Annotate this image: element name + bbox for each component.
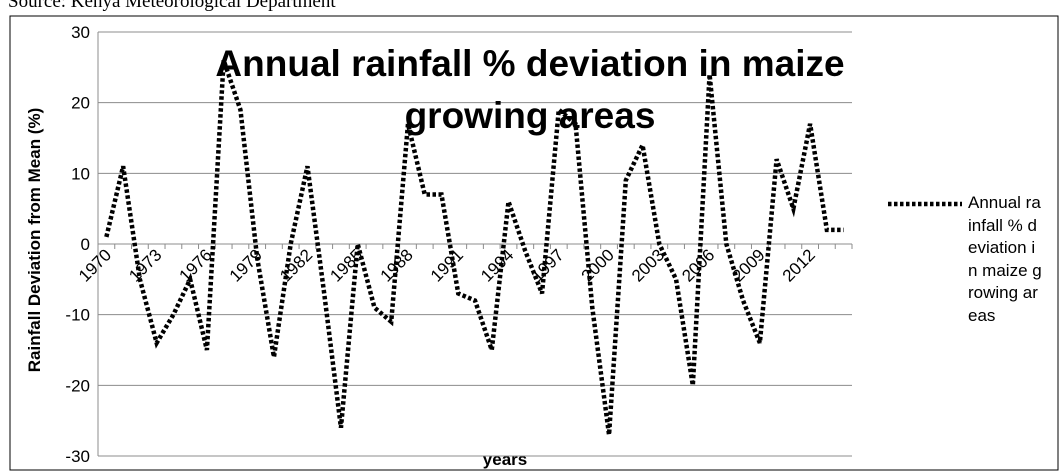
x-axis-title: years — [483, 450, 527, 469]
y-tick-label: -30 — [65, 447, 90, 466]
x-tick-label: 2012 — [779, 245, 819, 285]
y-tick-label: 0 — [81, 235, 90, 254]
legend-label: Annual rainfall % deviation in maize gro… — [968, 193, 1042, 325]
chart-title: Annual rainfall % deviation in maize gro… — [215, 43, 845, 136]
x-tick-label: 1991 — [427, 245, 467, 285]
y-axis-title: Rainfall Deviation from Mean (%) — [25, 108, 44, 372]
data-line — [104, 59, 844, 436]
y-tick-label: 30 — [71, 23, 90, 42]
y-tick-label: -10 — [65, 306, 90, 325]
y-tick-label: -20 — [65, 376, 90, 395]
y-tick-label: 10 — [71, 164, 90, 183]
x-tick-label: 2003 — [628, 245, 668, 285]
x-tick-label: 2000 — [578, 245, 618, 285]
x-tick-label: 1994 — [477, 245, 517, 285]
y-tick-label: 20 — [71, 94, 90, 113]
source-note: Source: Kenya Meteorological Department — [8, 0, 336, 12]
x-tick-label: 2009 — [728, 245, 768, 285]
x-tick-label: 1973 — [125, 245, 165, 285]
chart-frame — [9, 15, 1059, 471]
x-tick-label: 1982 — [276, 245, 316, 285]
